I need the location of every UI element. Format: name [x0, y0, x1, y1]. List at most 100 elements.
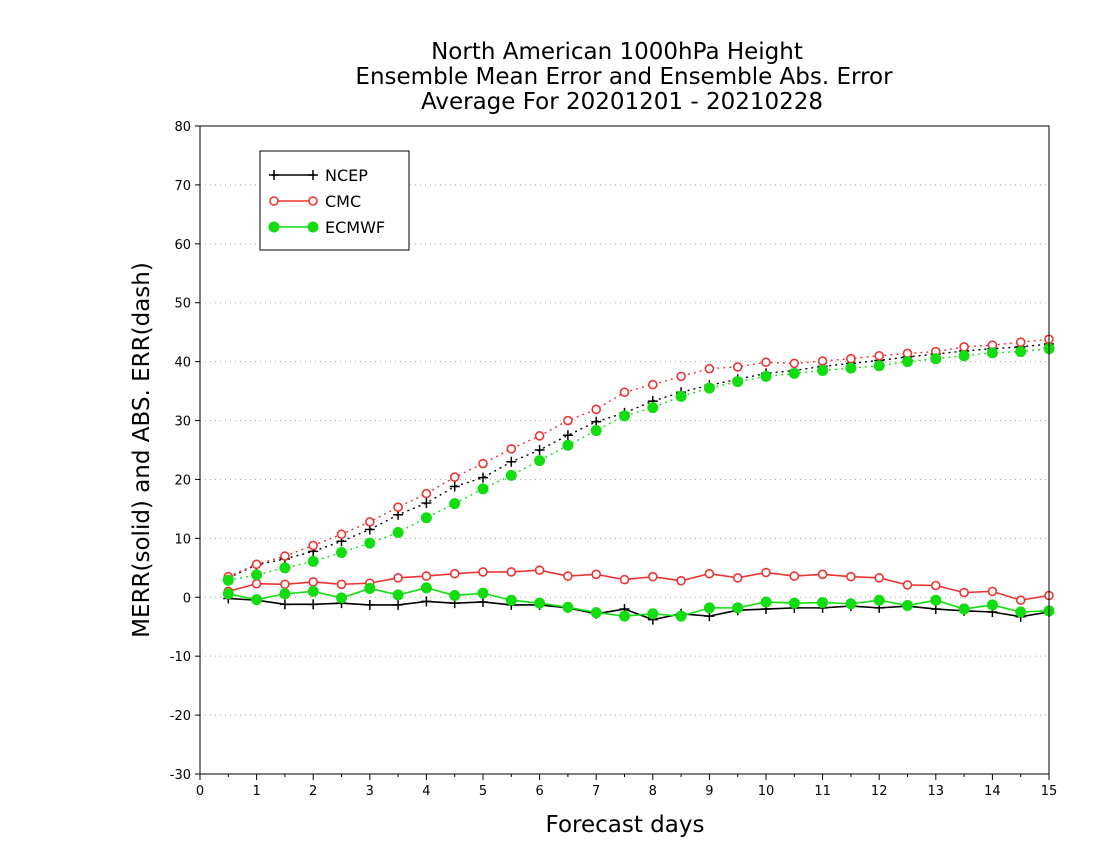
- ecmwf-abs-err-point: [477, 483, 489, 495]
- cmc-merr-point: [619, 574, 630, 585]
- ecmwf-abs-err-point: [590, 425, 602, 437]
- ecmwf-abs-err-point: [703, 382, 715, 394]
- ecmwf-merr-point: [534, 597, 546, 609]
- ecmwf-abs-err-point: [930, 353, 942, 365]
- x-tick-label: 6: [535, 784, 543, 799]
- ecmwf-merr-point: [986, 599, 998, 611]
- cmc-merr-line: [228, 569, 1050, 602]
- x-axis-title: Forecast days: [546, 812, 705, 838]
- cmc-abs-err-point: [364, 517, 375, 527]
- ncep-abs-err-point: [421, 498, 432, 509]
- ncep-abs-err-point: [591, 416, 602, 427]
- ecmwf-merr-point: [930, 594, 942, 606]
- ecmwf-merr-line: [228, 587, 1050, 617]
- y-tick-label: 0: [183, 591, 191, 606]
- cmc-merr-point: [959, 587, 969, 598]
- ncep-merr-point: [308, 599, 319, 610]
- y-tick-label: 10: [174, 532, 191, 547]
- ecmwf-abs-err-point: [788, 367, 800, 379]
- legend: NCEP CMC ECMWF: [259, 150, 410, 251]
- ecmwf-abs-err-point: [760, 370, 772, 382]
- cmc-abs-err-point: [591, 404, 602, 415]
- ecmwf-merr-point: [902, 600, 913, 612]
- title-line-1: North American 1000hPa Height: [431, 39, 803, 65]
- x-tick-label: 7: [592, 784, 600, 799]
- grid: [200, 184, 1049, 716]
- cmc-merr-point: [478, 567, 488, 577]
- ecmwf-merr-point: [307, 585, 319, 597]
- ecmwf-abs-err-point: [505, 469, 517, 481]
- cmc-abs-err-point: [280, 551, 290, 561]
- cmc-merr-point: [336, 579, 347, 590]
- ncep-merr-point: [279, 599, 290, 610]
- ecmwf-merr-point: [817, 597, 829, 609]
- y-tick-label: 20: [174, 473, 191, 488]
- cmc-abs-err-line: [228, 338, 1050, 578]
- y-tick-label: -10: [170, 650, 191, 665]
- cmc-abs-err-point: [421, 488, 432, 499]
- ecmwf-abs-err-point: [449, 498, 461, 510]
- cmc-merr-point: [421, 571, 432, 581]
- ecmwf-abs-err-point: [873, 360, 885, 372]
- legend-item-ncep: NCEP: [269, 166, 368, 185]
- y-tick-label: 70: [174, 179, 191, 194]
- y-tick-label: 60: [174, 238, 191, 253]
- x-tick-label: 3: [366, 784, 374, 799]
- x-tick-label: 1: [252, 784, 260, 799]
- ncep-merr-point: [478, 596, 488, 607]
- y-tick-label: 80: [174, 120, 191, 135]
- cmc-abs-err-point: [704, 363, 715, 374]
- ecmwf-abs-err-point: [307, 555, 319, 567]
- cmc-abs-err-point: [789, 358, 800, 369]
- title-line-3: Average For 20201201 - 20210228: [421, 89, 823, 115]
- y-tick-label: 40: [174, 356, 191, 371]
- legend-marker: [268, 221, 280, 233]
- chart-title: North American 1000hPa Height Ensemble M…: [355, 39, 893, 115]
- ecmwf-merr-point: [562, 601, 574, 613]
- cmc-merr-point: [308, 577, 319, 587]
- series-ncep: [223, 338, 1054, 625]
- cmc-merr-point: [1015, 595, 1026, 606]
- cmc-abs-err-point: [506, 444, 517, 454]
- ecmwf-merr-point: [590, 607, 602, 619]
- ncep-merr-point: [364, 599, 375, 610]
- ecmwf-merr-point: [732, 602, 744, 614]
- ecmwf-abs-err-point: [562, 439, 574, 451]
- ecmwf-merr-point: [477, 587, 489, 599]
- cmc-abs-err-point: [846, 353, 856, 364]
- ncep-merr-point: [393, 599, 404, 610]
- ncep-abs-err-point: [562, 430, 573, 441]
- x-tick-label: 0: [196, 784, 204, 799]
- cmc-merr-point: [789, 571, 800, 581]
- ecmwf-merr-point: [958, 603, 970, 615]
- ecmwf-abs-err-point: [251, 569, 263, 581]
- ecmwf-abs-err-line: [228, 347, 1050, 581]
- ecmwf-merr-point: [222, 588, 234, 600]
- ecmwf-merr-point: [788, 597, 800, 609]
- ecmwf-merr-point: [703, 602, 715, 614]
- cmc-merr-point: [280, 579, 290, 590]
- y-axis-title: MERR(solid) and ABS. ERR(dash): [129, 262, 155, 638]
- ecmwf-merr-point: [449, 590, 461, 602]
- ecmwf-abs-err-point: [647, 402, 659, 414]
- x-tick-label: 13: [928, 784, 945, 799]
- cmc-merr-point: [761, 567, 771, 578]
- y-tick-label: 50: [174, 297, 191, 312]
- ecmwf-abs-err-point: [420, 512, 432, 524]
- ncep-merr-point: [930, 604, 941, 615]
- ecmwf-abs-err-point: [336, 547, 347, 559]
- legend-marker: [308, 196, 318, 206]
- cmc-abs-err-point: [874, 350, 885, 361]
- legend-label: ECMWF: [325, 218, 385, 237]
- cmc-merr-point: [817, 569, 828, 580]
- ecmwf-abs-err-point: [364, 537, 376, 549]
- cmc-abs-err-point: [563, 415, 573, 426]
- ecmwf-merr-point: [251, 594, 263, 606]
- legend-label: CMC: [325, 192, 361, 211]
- y-tick-label: 30: [174, 415, 191, 430]
- cmc-merr-point: [704, 568, 715, 579]
- ecmwf-abs-err-point: [845, 362, 857, 374]
- x-tick-label: 4: [422, 784, 430, 799]
- legend-marker: [269, 170, 279, 180]
